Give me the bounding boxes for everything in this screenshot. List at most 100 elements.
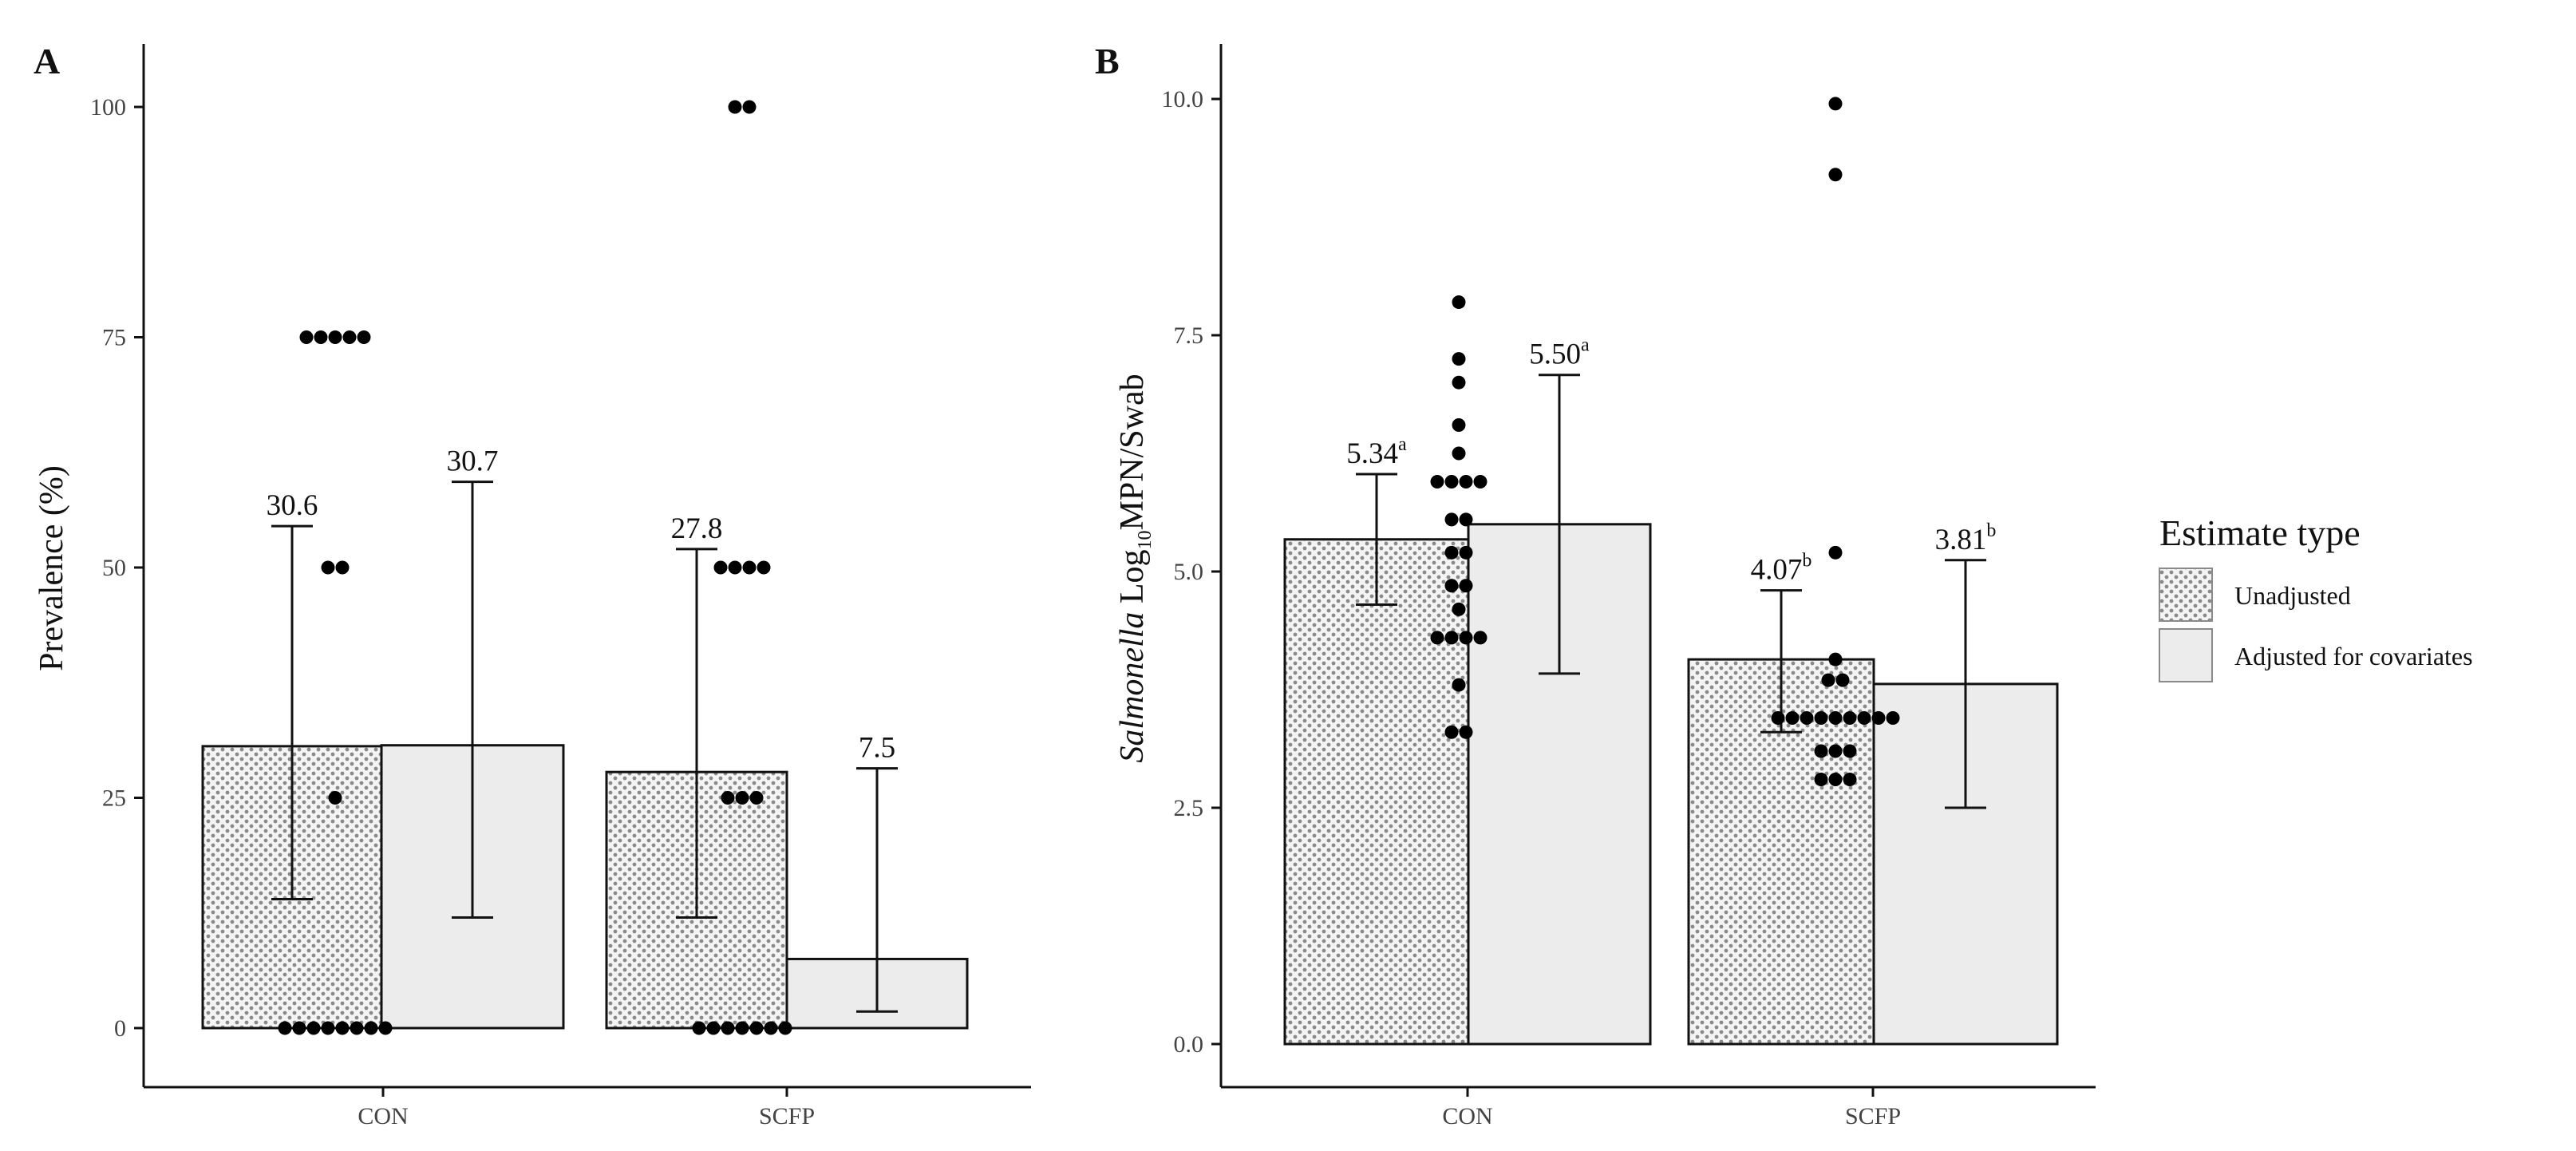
y-tick-label: 0.0 <box>1174 1031 1204 1058</box>
data-point <box>292 1021 306 1035</box>
data-point <box>1430 631 1444 645</box>
panel-b-points <box>1430 97 1900 786</box>
panel-b: B 0.02.55.07.510.0 5.34a5.50a4.07b3.81b … <box>1095 41 2096 1129</box>
data-point <box>1828 652 1843 666</box>
legend-swatch-adjusted <box>2159 628 2213 682</box>
data-label-scfp-unadjusted: 4.07b <box>1751 551 1812 587</box>
y-tick-label: 5.0 <box>1174 559 1204 585</box>
panel-b-bars <box>1283 523 2059 1046</box>
data-point <box>749 1021 764 1035</box>
data-point <box>335 1021 350 1035</box>
panel-b-data-labels: 5.34a 5.50a 4.07b 3.81b <box>1346 335 1996 587</box>
legend-label-unadjusted: Unadjusted <box>2234 581 2351 610</box>
data-point <box>378 1021 393 1035</box>
panel-a-error-bars <box>271 481 898 1013</box>
data-point <box>335 560 350 575</box>
data-point <box>1444 579 1459 593</box>
data-point <box>1828 545 1843 560</box>
x-tick-label-scfp: SCFP <box>759 1103 815 1129</box>
data-point <box>1459 475 1473 489</box>
panel-a: A 0 25 50 75 100 30.6 30.7 27.8 7.5 CON SCFP Pre… <box>34 41 1031 1129</box>
data-point <box>1821 673 1835 687</box>
data-point <box>1459 545 1473 560</box>
data-point <box>1828 711 1843 726</box>
data-point <box>728 100 742 114</box>
error-bar-con-adjusted <box>452 481 493 920</box>
data-point <box>278 1021 292 1035</box>
data-point <box>721 791 735 805</box>
data-point <box>328 791 342 805</box>
data-point <box>692 1021 706 1035</box>
panel-a-y-ticks: 0 25 50 75 100 <box>90 94 144 1042</box>
y-tick-label: 100 <box>90 94 126 121</box>
data-point <box>1444 545 1459 560</box>
y-tick-label: 25 <box>102 785 126 812</box>
panel-b-x-ticks: CON SCFP <box>1442 1087 1901 1129</box>
data-point <box>328 330 342 344</box>
x-tick-label-scfp: SCFP <box>1845 1103 1901 1129</box>
data-label-con-adjusted: 5.50a <box>1529 335 1590 371</box>
data-point <box>1828 744 1843 758</box>
y-tick-label: 75 <box>102 325 126 351</box>
panel-a-bars <box>201 744 969 1030</box>
data-point <box>1444 512 1459 527</box>
data-point <box>1444 725 1459 739</box>
data-point <box>1452 602 1466 616</box>
legend-label-adjusted: Adjusted for covariates <box>2234 642 2473 670</box>
data-point <box>1459 579 1473 593</box>
data-point <box>1857 711 1871 726</box>
data-point <box>1871 711 1886 726</box>
data-point <box>1473 631 1488 645</box>
panel-b-y-axis-title: Salmonella Log10MPN/Swab <box>1114 374 1156 762</box>
x-tick-label-con: CON <box>358 1103 408 1129</box>
data-point <box>1814 711 1828 726</box>
bar-con-unadjusted <box>1283 538 1470 1046</box>
data-point <box>364 1021 378 1035</box>
error-bar-con-unadjusted <box>271 524 313 900</box>
error-bar-scfp-unadjusted <box>1760 589 1802 734</box>
panel-b-letter: B <box>1095 41 1120 81</box>
data-point <box>1814 772 1828 786</box>
legend-title: Estimate type <box>2159 512 2361 553</box>
data-point <box>735 791 749 805</box>
data-point <box>1452 417 1466 432</box>
data-point <box>299 330 314 344</box>
panel-b-error-bars <box>1356 374 1986 809</box>
data-point <box>357 330 371 344</box>
data-point <box>1886 711 1900 726</box>
panel-a-data-labels: 30.6 30.7 27.8 7.5 <box>267 445 896 765</box>
data-point <box>1452 352 1466 366</box>
data-point <box>742 100 757 114</box>
data-point <box>713 560 728 575</box>
data-label-con-unadjusted: 30.6 <box>267 489 318 522</box>
data-point <box>1473 475 1488 489</box>
data-point <box>1459 631 1473 645</box>
data-point <box>764 1021 778 1035</box>
y-tick-label: 10.0 <box>1162 86 1204 113</box>
data-point <box>321 1021 335 1035</box>
y-tick-label: 2.5 <box>1174 795 1204 821</box>
data-point <box>728 560 742 575</box>
data-point <box>1835 673 1850 687</box>
data-point <box>342 330 357 344</box>
data-label-scfp-adjusted: 7.5 <box>859 732 895 765</box>
data-point <box>1843 744 1857 758</box>
data-label-con-unadjusted: 5.34a <box>1346 434 1407 470</box>
y-tick-label: 50 <box>102 555 126 581</box>
legend-swatch-unadjusted <box>2159 568 2213 622</box>
data-point <box>1444 475 1459 489</box>
data-label-scfp-adjusted: 3.81b <box>1935 520 1997 556</box>
data-point <box>742 560 757 575</box>
error-bar-con-unadjusted <box>1356 473 1397 606</box>
data-point <box>706 1021 721 1035</box>
data-point <box>749 791 764 805</box>
data-point <box>1459 512 1473 527</box>
data-point <box>1785 711 1800 726</box>
data-point <box>735 1021 749 1035</box>
data-point <box>1430 475 1444 489</box>
data-point <box>1828 772 1843 786</box>
data-point <box>778 1021 792 1035</box>
data-point <box>721 1021 735 1035</box>
panel-a-x-ticks: CON SCFP <box>358 1087 815 1129</box>
